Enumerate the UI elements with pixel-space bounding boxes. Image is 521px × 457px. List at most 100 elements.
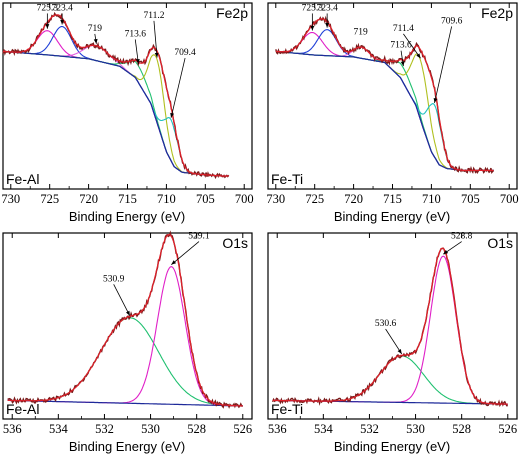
x-axis-title: Binding Energy (eV) bbox=[334, 439, 450, 454]
measured-spectrum bbox=[275, 15, 495, 174]
peak-label-725.3: 725.3 bbox=[37, 3, 59, 13]
x-tick-label: 710 bbox=[422, 192, 441, 206]
background-line bbox=[3, 50, 229, 177]
peak-arrowhead bbox=[400, 61, 405, 67]
peak-arrowhead bbox=[45, 24, 50, 29]
fitted-envelope bbox=[7, 233, 243, 407]
fitted-envelope bbox=[272, 247, 508, 405]
component-peak-713.6 bbox=[275, 50, 494, 171]
component-peak-709.6 bbox=[275, 50, 494, 171]
sample-label: Fe-Al bbox=[6, 171, 39, 187]
peak-label-711.4: 711.4 bbox=[393, 24, 414, 34]
x-tick-label: 532 bbox=[360, 422, 379, 436]
peak-arrow bbox=[170, 57, 186, 118]
peak-arrowhead bbox=[325, 23, 330, 28]
peak-label-723.4: 723.4 bbox=[51, 3, 73, 13]
fitted-envelope bbox=[3, 14, 229, 177]
plot-area: 530.9 529.1 bbox=[7, 230, 243, 409]
x-tick-label: 720 bbox=[79, 192, 98, 206]
component-peak-709.4 bbox=[3, 50, 229, 177]
component-peak-530.6 bbox=[272, 355, 508, 405]
peak-label-709.6: 709.6 bbox=[441, 16, 463, 26]
x-tick-label: 710 bbox=[157, 192, 176, 206]
component-peak-711.2 bbox=[3, 50, 229, 177]
component-peak-723.4 bbox=[275, 29, 494, 171]
x-tick-label: 700 bbox=[235, 192, 254, 206]
x-ticks: 536 534 532 530 528 526 bbox=[3, 233, 252, 436]
region-label: Fe2p bbox=[216, 5, 248, 21]
x-tick-label: 715 bbox=[118, 192, 137, 206]
x-tick-label: 730 bbox=[1, 192, 20, 206]
peak-arrowhead bbox=[93, 38, 98, 44]
x-axis-title: Binding Energy (eV) bbox=[69, 209, 185, 224]
peak-arrow bbox=[385, 328, 403, 355]
x-tick-label: 705 bbox=[461, 192, 480, 206]
peak-arrowhead bbox=[397, 349, 402, 354]
peak-label-723.4: 723.4 bbox=[316, 3, 338, 13]
peak-label-725.3: 725.3 bbox=[302, 3, 324, 13]
peak-arrowhead bbox=[154, 52, 159, 58]
peak-label-713.6: 713.6 bbox=[390, 41, 412, 51]
component-peak-725.3 bbox=[275, 31, 494, 171]
peak-arrow bbox=[153, 20, 158, 58]
x-tick-label: 700 bbox=[500, 192, 519, 206]
peak-label-529.1: 529.1 bbox=[188, 232, 210, 242]
region-label: Fe2p bbox=[481, 5, 513, 21]
peak-arrow bbox=[403, 33, 421, 59]
peak-arrowhead bbox=[60, 19, 65, 25]
x-tick-label: 725 bbox=[305, 192, 324, 206]
x-axis-title: Binding Energy (eV) bbox=[334, 209, 450, 224]
component-peak-713.6 bbox=[3, 50, 229, 177]
peak-label-719: 719 bbox=[353, 28, 368, 38]
region-label: O1s bbox=[222, 235, 248, 251]
peak-arrowhead bbox=[171, 260, 177, 265]
x-tick-label: 730 bbox=[266, 192, 285, 206]
sample-label: Fe-Ti bbox=[271, 171, 303, 187]
component-peak-528.8 bbox=[272, 255, 508, 405]
x-tick-label: 534 bbox=[314, 422, 334, 436]
sample-label: Fe-Ti bbox=[271, 401, 303, 417]
peak-arrowhead bbox=[125, 310, 130, 316]
x-tick-label: 715 bbox=[383, 192, 402, 206]
peak-label-713.6: 713.6 bbox=[125, 29, 147, 39]
peak-label-719: 719 bbox=[88, 24, 103, 34]
x-axis-title: Binding Energy (eV) bbox=[69, 439, 185, 454]
peak-arrowhead bbox=[443, 249, 449, 255]
peak-arrow bbox=[434, 26, 453, 104]
peak-arrowhead bbox=[416, 53, 421, 59]
x-tick-label: 536 bbox=[268, 422, 287, 436]
peak-label-711.2: 711.2 bbox=[143, 11, 164, 21]
x-tick-label: 705 bbox=[196, 192, 215, 206]
peak-arrowhead bbox=[433, 98, 438, 103]
component-peak-530.9 bbox=[7, 317, 243, 407]
x-tick-label: 725 bbox=[40, 192, 59, 206]
x-ticks: 730 725 720 715 710 705 700 bbox=[266, 3, 519, 206]
x-tick-label: 528 bbox=[452, 422, 471, 436]
x-tick-label: 526 bbox=[233, 422, 252, 436]
fitted-envelope bbox=[275, 18, 494, 171]
peak-label-709.4: 709.4 bbox=[174, 48, 196, 58]
x-tick-label: 526 bbox=[498, 422, 517, 436]
component-peak-719 bbox=[275, 46, 494, 171]
plot-frame bbox=[2, 232, 253, 420]
peak-arrowhead bbox=[135, 59, 140, 64]
component-peak-529.1 bbox=[7, 266, 243, 407]
peak-arrow bbox=[113, 284, 131, 316]
x-ticks: 730 725 720 715 710 705 700 bbox=[1, 3, 254, 206]
component-peak-711.4 bbox=[275, 50, 494, 171]
x-tick-label: 534 bbox=[49, 422, 69, 436]
region-label: O1s bbox=[487, 235, 513, 251]
sample-label: Fe-Al bbox=[6, 401, 39, 417]
peak-arrowhead bbox=[170, 112, 175, 118]
x-tick-label: 536 bbox=[3, 422, 22, 436]
measured-spectrum bbox=[7, 230, 243, 409]
peak-label-530.9: 530.9 bbox=[103, 274, 125, 284]
